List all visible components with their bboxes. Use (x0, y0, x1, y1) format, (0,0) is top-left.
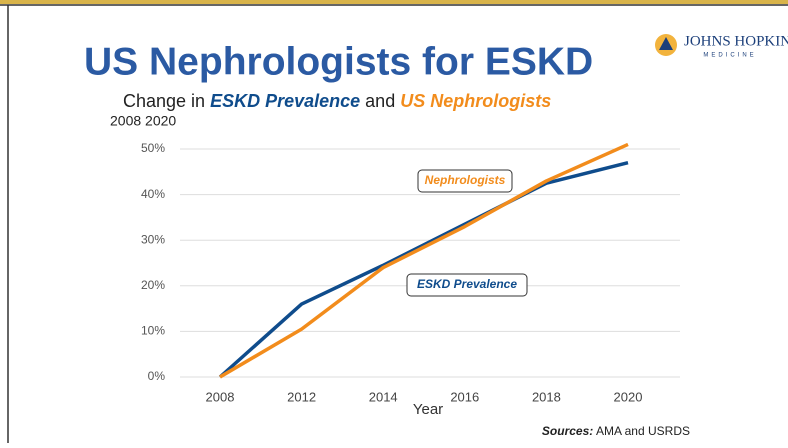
top-bar (0, 0, 788, 4)
x-tick-label: 2012 (287, 389, 316, 404)
source: Sources: AMA and USRDS (542, 424, 690, 438)
logo: JOHNS HOPKINS MEDICINE (655, 33, 788, 59)
y-tick-label: 30% (141, 232, 165, 246)
line-series (219, 142, 629, 379)
y-tick-label: 50% (141, 141, 165, 155)
x-tick-label: 2014 (369, 389, 398, 404)
subtitle-first: ESKD Prevalence (210, 91, 360, 111)
x-tick-label: 2008 (206, 389, 235, 404)
subtitle: Change in ESKD Prevalence and US Nephrol… (123, 91, 551, 111)
x-tick-label: 2016 (450, 389, 479, 404)
x-axis-label: Year (413, 401, 443, 418)
y-tick-label: 10% (141, 324, 165, 338)
logo-sub: MEDICINE (703, 53, 756, 59)
plot: 0% 10% 20% 30% 40% 50% 2008 2012 2014 2016 2018 202… (141, 141, 680, 404)
annotation: ESKD Prevalence (417, 277, 517, 291)
title: US Nephrologists for ESKD (84, 40, 593, 83)
y-tick-label: 20% (141, 278, 165, 292)
subtitle-mid: and (360, 91, 400, 111)
y-tick-label: 0% (148, 369, 166, 383)
line-series (218, 160, 629, 379)
annotation-box (417, 169, 513, 193)
source-text: AMA and USRDS (593, 424, 690, 438)
y-tick-label: 40% (141, 187, 165, 201)
x-tick-label: 2018 (532, 389, 561, 404)
annotation: Nephrologists (425, 173, 506, 187)
annotation-box (406, 273, 528, 297)
logo-icon-shape (659, 37, 673, 50)
subtitle-lead: Change in (123, 91, 210, 111)
subtitle-second: US Nephrologists (400, 91, 551, 111)
logo-name: JOHNS HOPKINS (684, 33, 788, 49)
source-label: Sources: (542, 424, 593, 438)
x-tick-label: 2020 (614, 389, 643, 404)
period: 2008 2020 (110, 113, 176, 129)
